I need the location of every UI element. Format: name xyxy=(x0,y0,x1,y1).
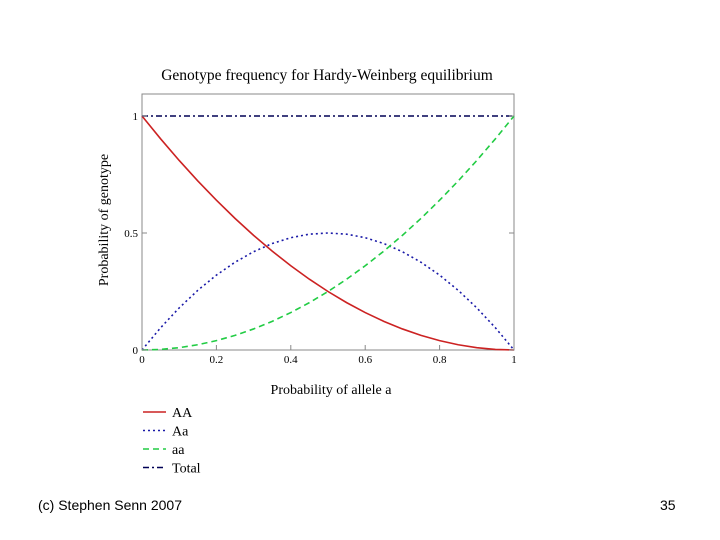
footer-credit: (c) Stephen Senn 2007 xyxy=(38,497,182,513)
tick-group: 0 0.2 0.4 0.6 0.8 1 0 0.5 1 xyxy=(124,111,517,366)
x-tick-label: 0.4 xyxy=(284,354,298,366)
legend-label-aa: aa xyxy=(172,443,185,458)
series-line-aa xyxy=(141,115,515,351)
x-tick-label: 0.8 xyxy=(433,354,447,366)
y-tick-label: 0 xyxy=(133,345,139,357)
series-line-aa xyxy=(141,115,515,351)
series-group xyxy=(141,115,515,351)
x-tick-label: 0 xyxy=(139,354,145,366)
legend-label-total: Total xyxy=(172,462,201,477)
y-axis-label: Probability of genotype xyxy=(97,154,112,286)
page-number: 35 xyxy=(660,497,676,513)
x-tick-label: 1 xyxy=(511,354,517,366)
x-tick-label: 0.2 xyxy=(210,354,224,366)
x-axis-label: Probability of allele a xyxy=(271,383,393,398)
legend: AA Aa aa Total xyxy=(143,406,201,477)
y-tick-label: 1 xyxy=(133,111,139,123)
y-tick-label: 0.5 xyxy=(124,228,138,240)
x-tick-label: 0.6 xyxy=(358,354,372,366)
legend-label-aa: Aa xyxy=(172,425,189,440)
chart-title: Genotype frequency for Hardy-Weinberg eq… xyxy=(161,67,493,84)
legend-label-aa: AA xyxy=(172,406,193,421)
plot-frame xyxy=(141,93,515,351)
